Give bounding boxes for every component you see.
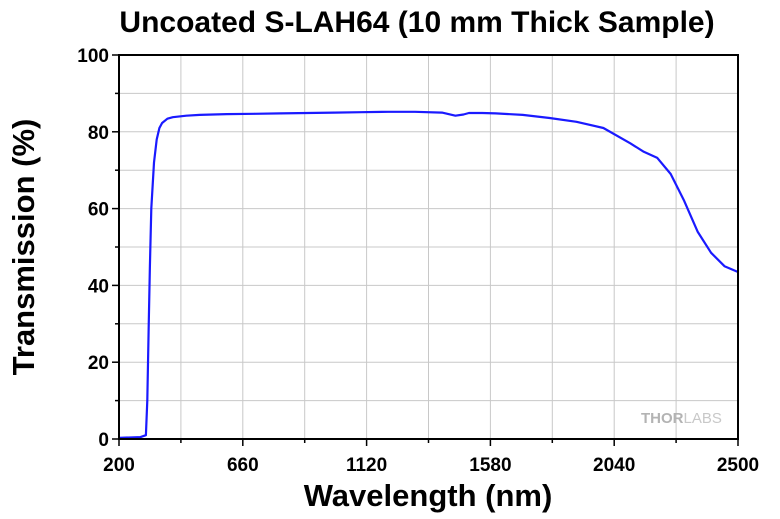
y-tick-label: 40 [88,276,109,297]
y-tick-label: 0 [98,430,109,451]
x-tick-label: 2500 [717,455,759,476]
x-tick-label: 1120 [346,455,387,476]
y-tick-label: 100 [77,46,109,67]
y-tick-label: 60 [88,200,109,221]
transmission-series-line [118,110,739,439]
chart-title: Uncoated S-LAH64 (10 mm Thick Sample) [119,6,714,39]
y-tick-label: 80 [88,123,109,144]
x-tick-label: 200 [103,455,135,476]
axis-ticks [112,54,739,446]
x-tick-label: 1580 [469,455,511,476]
y-axis-label: Transmission (%) [6,119,41,376]
grid [119,55,738,439]
y-tick-label: 20 [88,353,109,374]
x-tick-label: 2040 [593,455,635,476]
thorlabs-watermark: THORLABS [641,410,722,427]
x-axis-label: Wavelength (nm) [304,478,553,513]
x-tick-label: 660 [227,455,259,476]
